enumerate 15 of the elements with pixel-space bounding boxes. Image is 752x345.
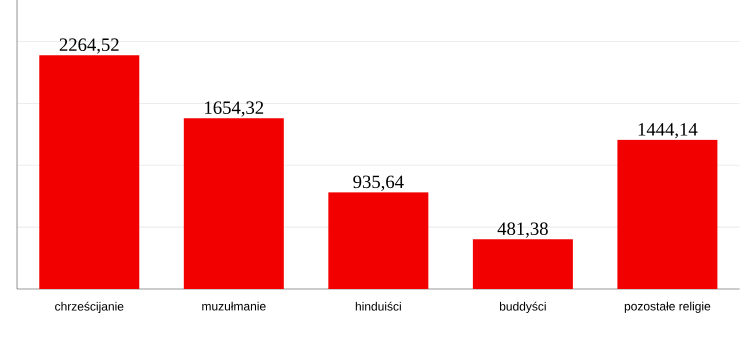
data-label: 2264,52 — [60, 38, 119, 54]
bar — [184, 118, 284, 289]
bar — [617, 140, 718, 289]
x-tick-label: pozostałe religie — [624, 302, 710, 313]
data-label: 481,38 — [498, 222, 548, 238]
data-label: 1444,14 — [638, 123, 698, 138]
x-tick-label: hinduiści — [356, 302, 401, 311]
data-label: 935,64 — [353, 176, 404, 191]
x-tick-label: chrześcijanie — [55, 302, 124, 314]
bar — [328, 192, 428, 289]
bar — [472, 239, 573, 289]
x-tick-label: buddyści — [500, 302, 546, 314]
bar — [39, 55, 140, 289]
data-label: 1654,32 — [205, 101, 264, 117]
x-tick-label: muzułmanie — [202, 302, 266, 311]
